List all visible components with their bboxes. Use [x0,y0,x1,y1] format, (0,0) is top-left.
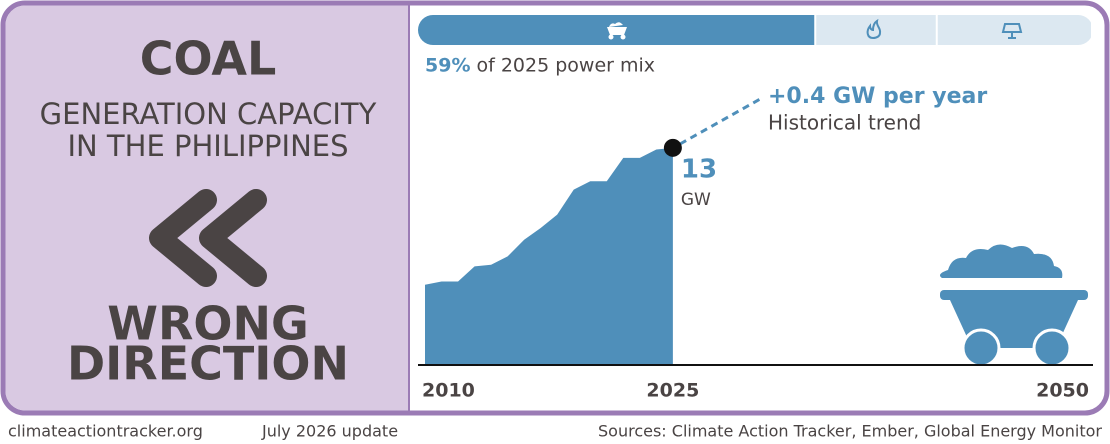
panel-title: COAL [140,32,277,86]
verdict: WRONG [107,297,309,351]
mix-value-label: 59% [425,55,470,77]
end-value-label: 13 [681,154,717,184]
mix-segment [937,15,1091,45]
area [425,147,673,365]
x-tick-label: 2050 [1036,380,1089,402]
coal-cart-icon [940,244,1088,368]
panel-subtitle: IN THE PHILIPPINES [67,129,348,163]
footer-sources: Sources: Climate Action Tracker, Ember, … [598,422,1102,441]
footer-site: climateactiontracker.org [8,422,203,441]
mix-label: of 2025 power mix [476,55,655,77]
mix-segment [816,15,936,45]
unit-label: GW [681,190,711,210]
plot: 13 GW 2010 2025 2050 [422,138,1089,402]
panel-subtitle: GENERATION CAPACITY [40,97,377,131]
x-tick-label: 2010 [422,380,475,402]
x-tick-label: 2025 [646,380,699,402]
trend-note: Historical trend [768,111,921,135]
power-mix-bar [418,15,1091,45]
trend-label: +0.4 GW per year [768,84,987,109]
direction-icon [149,189,267,287]
footer-update: July 2026 update [261,422,398,441]
end-point [663,138,682,157]
verdict: DIRECTION [67,337,349,391]
mix-icons [607,18,1023,40]
trend-line [679,96,763,146]
